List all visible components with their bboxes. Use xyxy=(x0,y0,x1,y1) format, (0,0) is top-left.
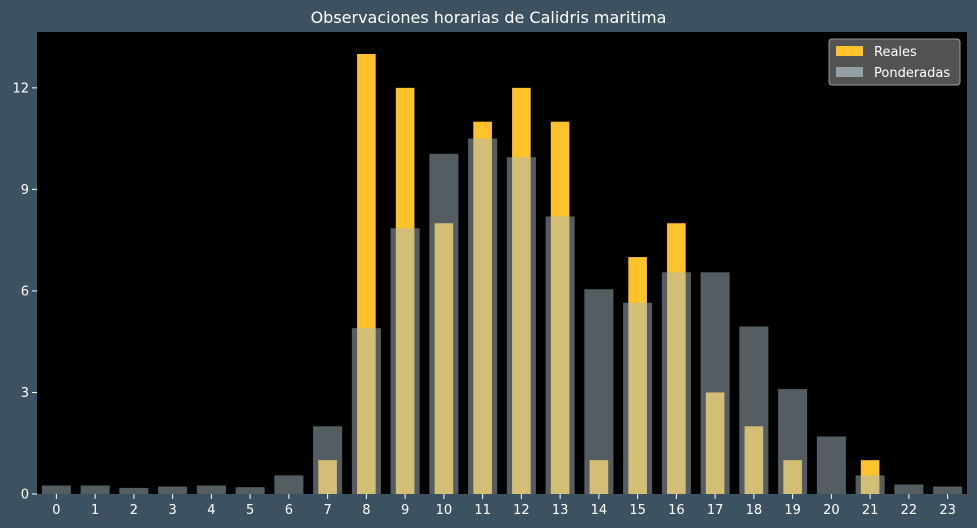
x-tick-label: 3 xyxy=(168,503,176,518)
x-tick-label: 17 xyxy=(707,503,724,518)
bar-ponderadas xyxy=(390,228,420,495)
y-tick-label: 6 xyxy=(21,284,29,299)
legend-label-ponderadas: Ponderadas xyxy=(874,66,950,81)
x-tick-label: 20 xyxy=(823,503,840,518)
x-tick-label: 5 xyxy=(246,503,254,518)
bar-ponderadas xyxy=(429,153,459,494)
bar-ponderadas xyxy=(545,216,575,494)
bar-ponderadas xyxy=(623,302,653,494)
bar-ponderadas xyxy=(158,486,188,494)
x-tick-label: 1 xyxy=(91,503,99,518)
y-tick-label: 9 xyxy=(21,183,29,198)
x-tick-label: 23 xyxy=(939,503,956,518)
x-tick-label: 2 xyxy=(130,503,138,518)
x-tick-label: 8 xyxy=(362,503,370,518)
x-tick-label: 22 xyxy=(901,503,918,518)
bar-ponderadas xyxy=(661,272,691,494)
x-tick-label: 21 xyxy=(862,503,879,518)
y-tick-label: 12 xyxy=(12,81,29,96)
bar-ponderadas xyxy=(468,138,498,494)
chart-title: Observaciones horarias de Calidris marit… xyxy=(310,8,667,27)
y-tick-label: 3 xyxy=(21,386,29,401)
bar-ponderadas xyxy=(274,475,304,494)
x-tick-label: 15 xyxy=(629,503,646,518)
bar-ponderadas xyxy=(700,272,730,494)
bar-ponderadas xyxy=(80,485,110,494)
bar-ponderadas xyxy=(778,389,808,494)
x-tick-label: 19 xyxy=(784,503,801,518)
plot-area xyxy=(37,32,967,494)
bar-ponderadas xyxy=(855,475,885,494)
x-tick-label: 16 xyxy=(668,503,685,518)
x-tick-label: 6 xyxy=(285,503,293,518)
x-tick-label: 4 xyxy=(207,503,215,518)
bar-ponderadas xyxy=(119,487,149,494)
bar-ponderadas xyxy=(313,426,343,494)
legend-swatch-reales xyxy=(836,46,863,56)
bar-ponderadas xyxy=(933,486,963,494)
bar-ponderadas xyxy=(196,485,226,494)
x-tick-label: 13 xyxy=(552,503,569,518)
x-tick-label: 7 xyxy=(323,503,331,518)
x-tick-label: 12 xyxy=(513,503,530,518)
x-tick-label: 18 xyxy=(746,503,763,518)
legend-label-reales: Reales xyxy=(874,45,917,60)
x-tick-label: 10 xyxy=(436,503,453,518)
bar-ponderadas xyxy=(41,485,71,494)
bar-ponderadas xyxy=(235,487,265,494)
bar-ponderadas xyxy=(506,157,536,494)
bar-ponderadas xyxy=(894,484,924,494)
x-tick-label: 0 xyxy=(52,503,60,518)
x-tick-label: 9 xyxy=(401,503,409,518)
x-tick-label: 11 xyxy=(474,503,491,518)
bar-ponderadas xyxy=(739,326,769,494)
legend-swatch-ponderadas xyxy=(836,67,863,77)
x-tick-label: 14 xyxy=(591,503,608,518)
y-tick-label: 0 xyxy=(21,488,29,503)
bar-ponderadas xyxy=(351,328,381,494)
bar-ponderadas xyxy=(584,289,614,494)
bar-ponderadas xyxy=(816,436,846,494)
